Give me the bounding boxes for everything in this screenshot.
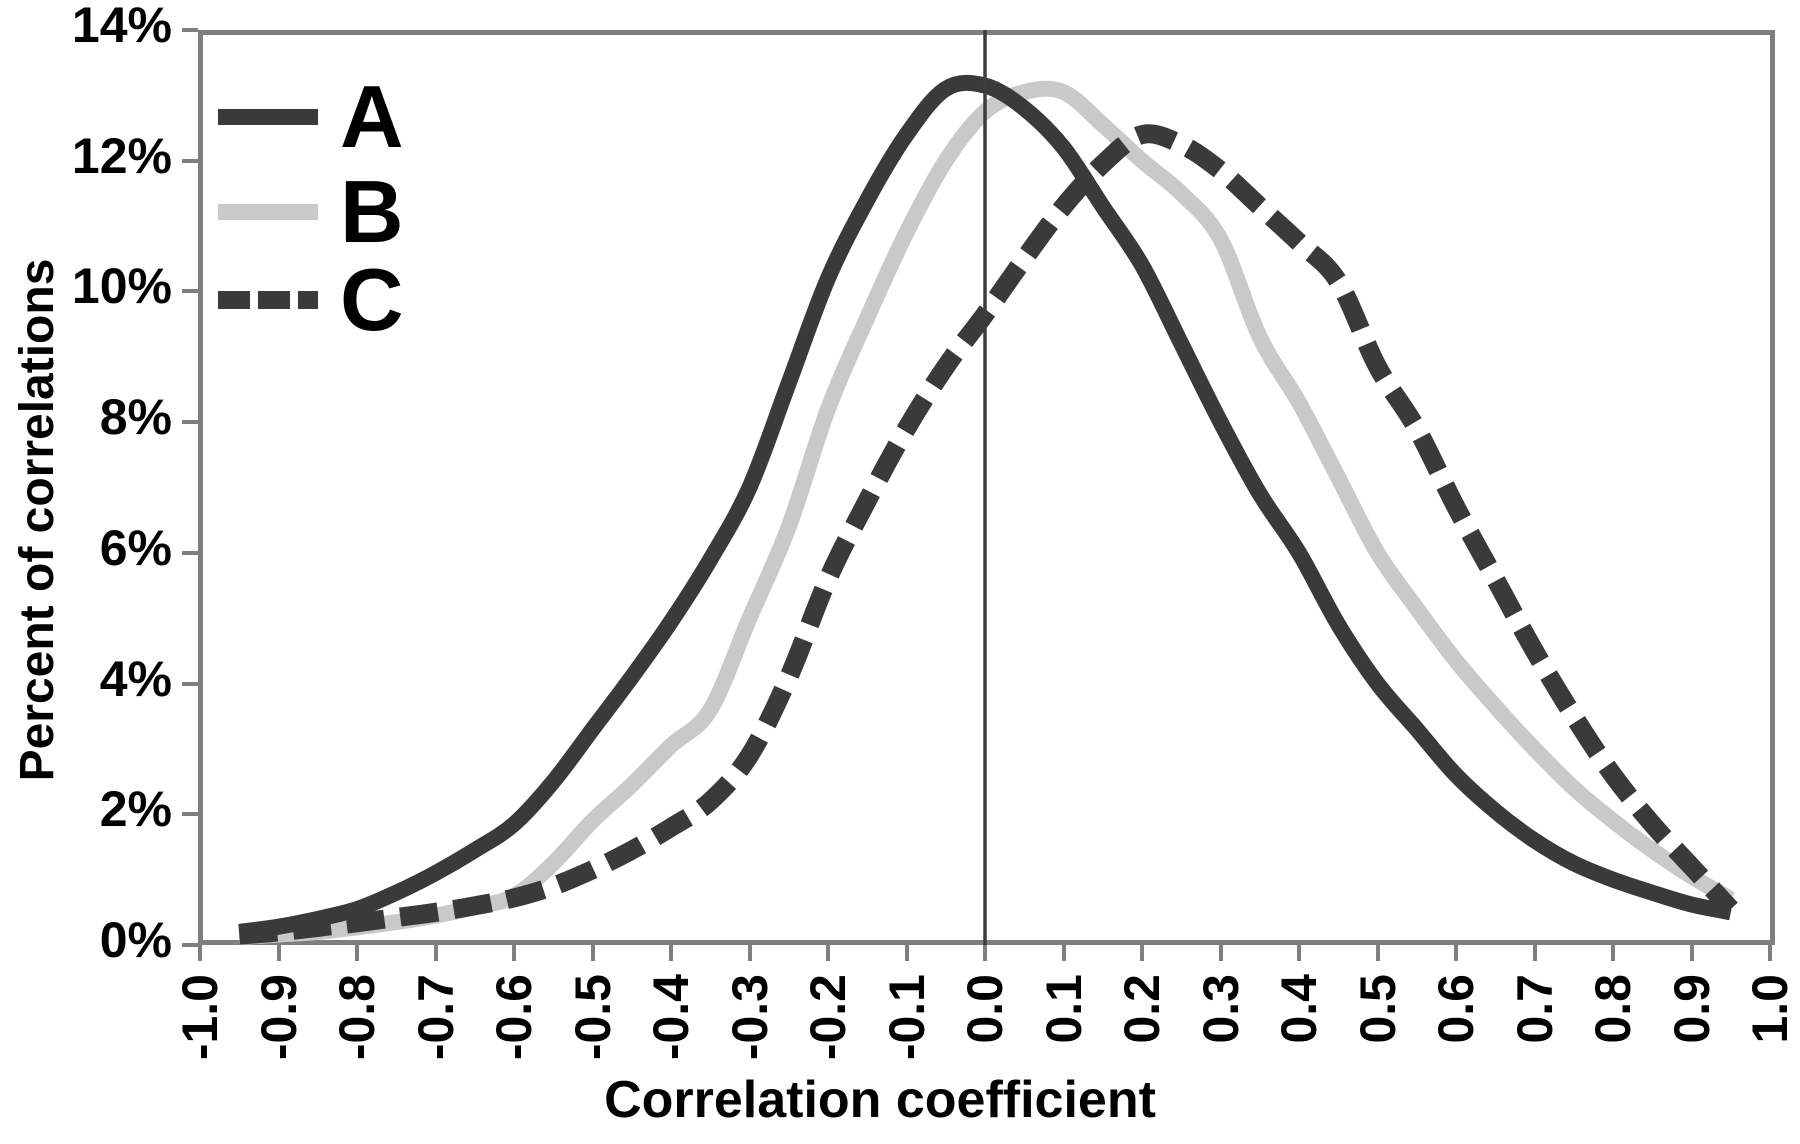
x-axis-tick	[1297, 945, 1301, 961]
x-axis-tick	[1532, 945, 1537, 961]
plot-canvas	[238, 30, 1738, 946]
y-axis-tick-label: 0%	[99, 912, 172, 968]
series-b-line	[238, 80, 1735, 946]
x-axis-tick	[512, 945, 516, 961]
x-axis-tick-label: 0.9	[1663, 974, 1720, 1044]
y-axis-tick	[182, 550, 198, 555]
y-axis-tick-label: 14%	[71, 0, 172, 53]
x-axis-tick	[826, 945, 830, 961]
y-axis-tick-label: 6%	[99, 519, 172, 576]
series-a-line	[238, 74, 1733, 940]
y-axis-tick	[182, 289, 198, 294]
x-axis-tick-label: 0.6	[1428, 974, 1484, 1044]
x-axis-tick	[1689, 945, 1694, 961]
x-axis-tick-label: 1.0	[1742, 974, 1798, 1044]
x-axis-tick	[1611, 945, 1615, 961]
x-axis-tick	[747, 945, 752, 961]
legend-swatch-a	[218, 109, 318, 125]
y-axis-tick-label: 4%	[99, 650, 172, 707]
x-axis-tick-label: 0.7	[1506, 974, 1563, 1044]
x-axis-tick	[1061, 945, 1066, 961]
x-axis-tick	[1140, 945, 1144, 961]
y-axis-tick	[182, 812, 198, 817]
x-axis-title: Correlation coefficient	[604, 1071, 1156, 1129]
y-axis-tick	[182, 681, 198, 686]
y-axis-tick	[182, 158, 198, 163]
x-axis-tick-label: -1.0	[172, 974, 228, 1061]
x-axis-tick	[1768, 945, 1772, 961]
x-axis-tick	[1454, 945, 1458, 961]
y-axis-tick-label: 8%	[99, 389, 172, 446]
legend-label-a: A	[340, 67, 404, 166]
x-axis-tick-label: 0.8	[1585, 974, 1641, 1044]
x-axis-tick	[1375, 945, 1380, 961]
x-axis-tick	[983, 945, 987, 961]
y-axis-tick	[182, 28, 198, 32]
x-axis-tick	[355, 945, 359, 961]
x-axis-tick	[276, 945, 281, 961]
x-axis-tick-label: -0.8	[329, 974, 385, 1061]
y-axis-tick-label: 10%	[71, 258, 172, 315]
y-axis-tick-label: 12%	[71, 127, 172, 184]
x-axis-tick	[198, 945, 202, 961]
x-axis-tick	[433, 945, 438, 961]
y-axis-tick	[182, 420, 198, 425]
y-axis-title: Percent of correlations	[11, 258, 64, 782]
y-axis-tick	[182, 943, 198, 947]
legend-label-b: B	[340, 162, 404, 261]
x-axis-tick	[904, 945, 909, 961]
legend-swatch-b	[218, 204, 318, 220]
x-axis-tick	[1218, 945, 1223, 961]
y-axis-tick-label: 2%	[99, 781, 172, 838]
x-axis-tick-label: -0.9	[250, 974, 307, 1061]
x-axis-tick	[590, 945, 595, 961]
legend-swatch-c	[218, 291, 318, 309]
legend-label-c: C	[340, 250, 404, 349]
x-axis-tick	[669, 945, 673, 961]
